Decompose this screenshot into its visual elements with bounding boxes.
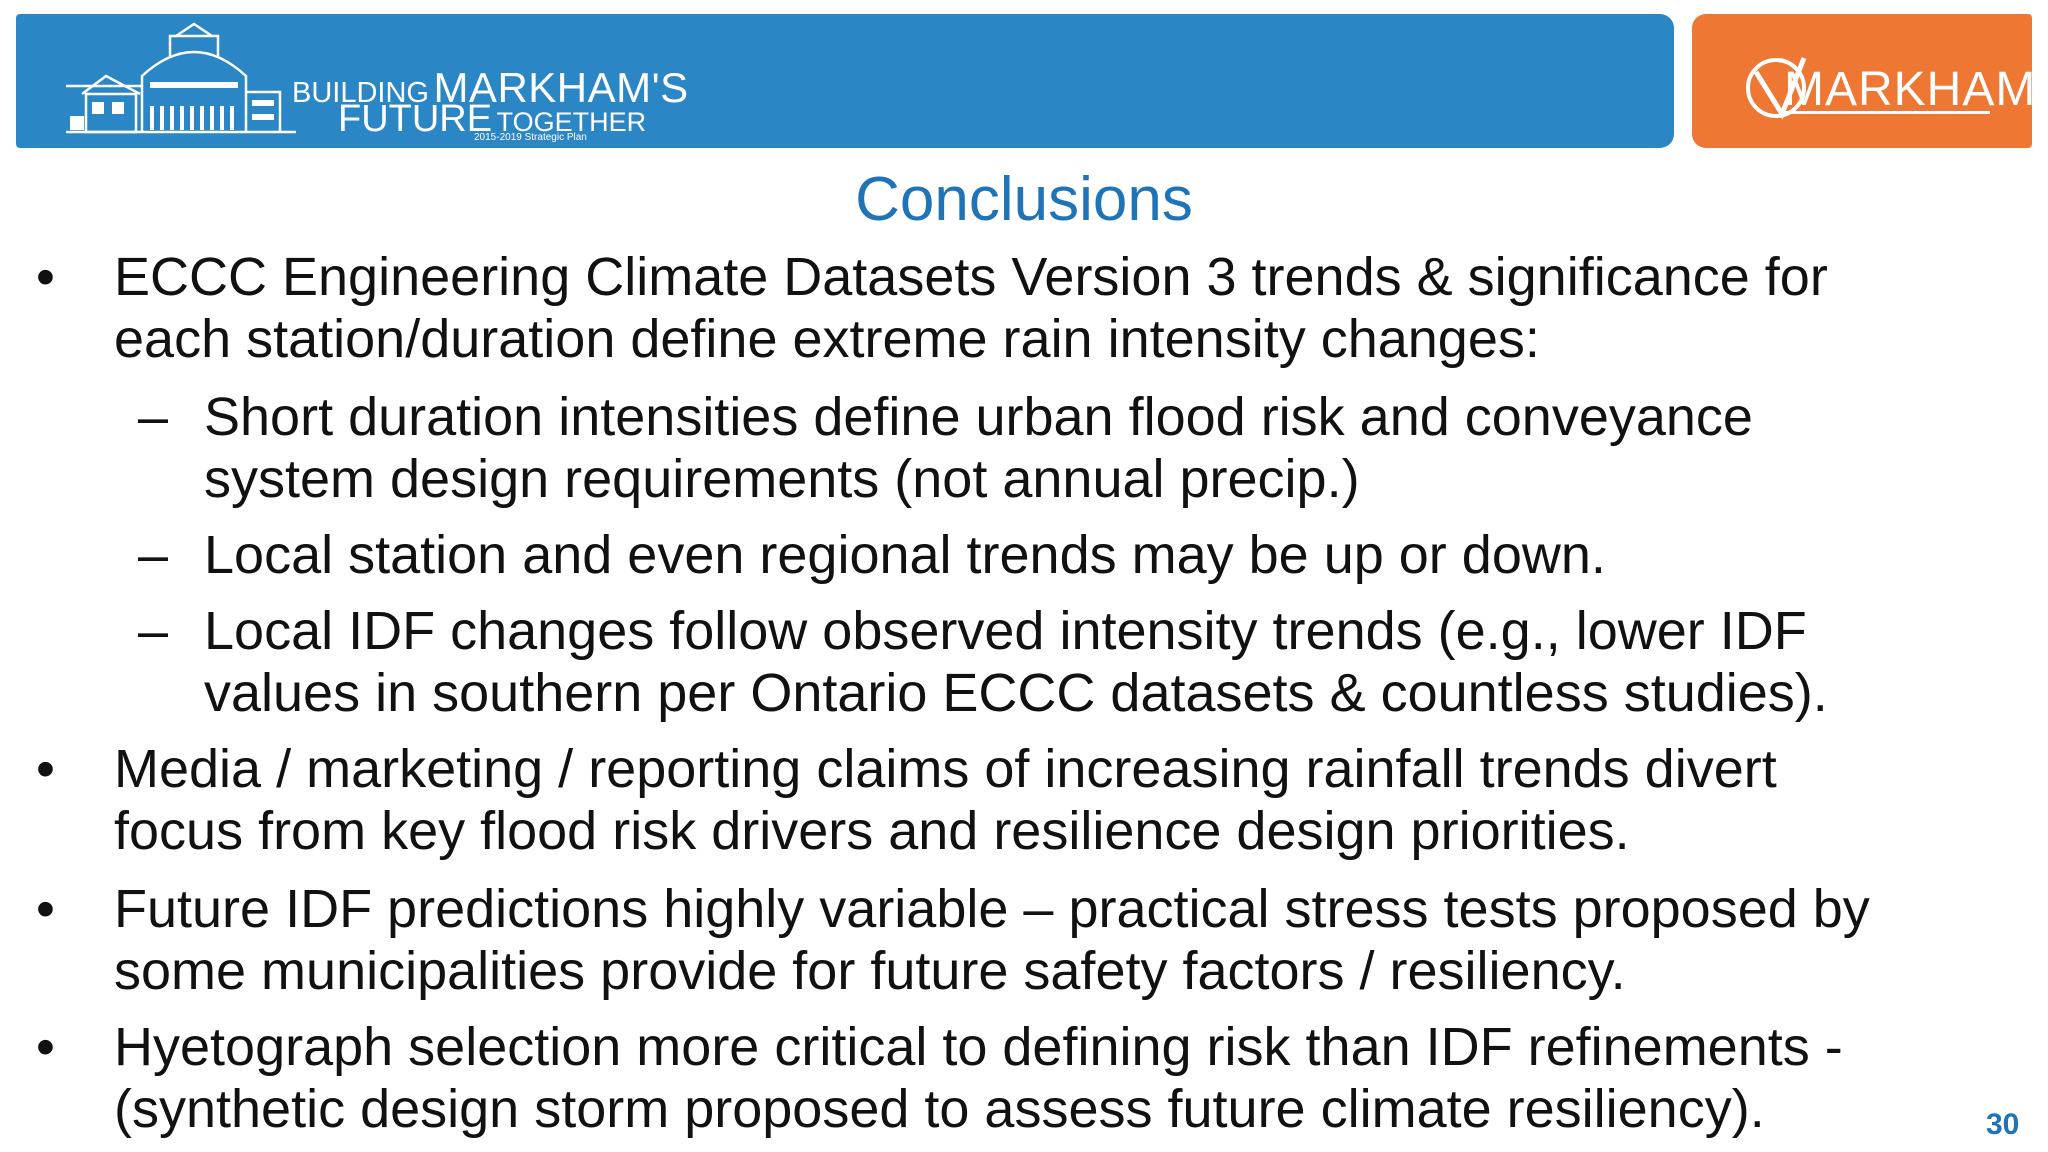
bullet-2-line-2: focus from key flood risk drivers and re…: [114, 801, 1630, 861]
markham-brand-banner: MARKHAM: [1692, 14, 2035, 148]
bullet-3-line-1: Future IDF predictions highly variable –…: [114, 879, 1870, 939]
sub-bullet-1-line-1: Short duration intensities define urban …: [204, 387, 1753, 447]
sub-bullet-3-line-1: Local IDF changes follow observed intens…: [204, 601, 1807, 661]
markham-wordmark: MARKHAM: [1784, 63, 2037, 116]
bullet-2-line-1: Media / marketing / reporting claims of …: [114, 739, 1777, 799]
sub-bullet-2-line-1: Local station and even regional trends m…: [204, 525, 1606, 585]
sub-bullet-marker: –: [138, 525, 169, 585]
logo-building-text: BUILDING: [292, 77, 429, 109]
markham-logo: MARKHAM: [1742, 48, 2035, 120]
bullet-3-line-2: some municipalities provide for future s…: [114, 941, 1626, 1001]
sub-bullet-marker: –: [138, 601, 169, 661]
logo-together-text: TOGETHER: [496, 107, 647, 137]
city-hall-logo-icon: [66, 22, 296, 134]
header-banner: BUILDING MARKHAM'S FUTURE TOGETHER 2015-…: [16, 14, 1674, 148]
bullet-1-line-1: ECCC Engineering Climate Datasets Versio…: [114, 247, 1828, 307]
bullet-marker: •: [36, 1017, 55, 1077]
sub-bullet-1-line-2: system design requirements (not annual p…: [204, 449, 1360, 509]
sub-bullet-3-line-2: values in southern per Ontario ECCC data…: [204, 663, 1828, 723]
bullet-marker: •: [36, 739, 55, 799]
bullet-marker: •: [36, 247, 55, 307]
logo-future-text: FUTURE: [338, 98, 493, 140]
bullet-4-line-1: Hyetograph selection more critical to de…: [114, 1017, 1843, 1077]
slide-title: Conclusions: [855, 165, 1193, 234]
bullet-marker: •: [36, 879, 55, 939]
markham-circle-icon: [1746, 57, 1807, 120]
markham-underline: [1782, 111, 1990, 114]
sub-bullet-marker: –: [138, 387, 169, 447]
page-number: 30: [1986, 1108, 2020, 1141]
bullet-4-line-2: (synthetic design storm proposed to asse…: [114, 1079, 1765, 1139]
bullet-1-line-2: each station/duration define extreme rai…: [114, 309, 1540, 369]
logo-plan-text: 2015-2019 Strategic Plan: [474, 132, 587, 143]
logo-markhams-text: MARKHAM'S: [433, 64, 689, 111]
